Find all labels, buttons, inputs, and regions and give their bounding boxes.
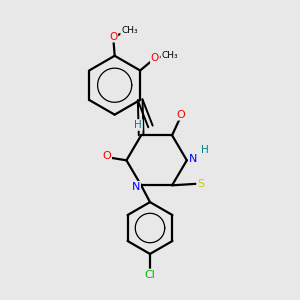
- Text: O: O: [176, 110, 185, 120]
- Text: O: O: [151, 53, 159, 63]
- Text: S: S: [197, 179, 205, 189]
- Text: N: N: [132, 182, 140, 192]
- Text: CH₃: CH₃: [121, 26, 138, 35]
- Text: N: N: [189, 154, 197, 164]
- Text: O: O: [102, 151, 111, 161]
- Text: Cl: Cl: [145, 269, 155, 280]
- Text: H: H: [134, 120, 142, 130]
- Text: H: H: [201, 145, 209, 155]
- Text: O: O: [109, 32, 117, 42]
- Text: CH₃: CH₃: [161, 51, 178, 60]
